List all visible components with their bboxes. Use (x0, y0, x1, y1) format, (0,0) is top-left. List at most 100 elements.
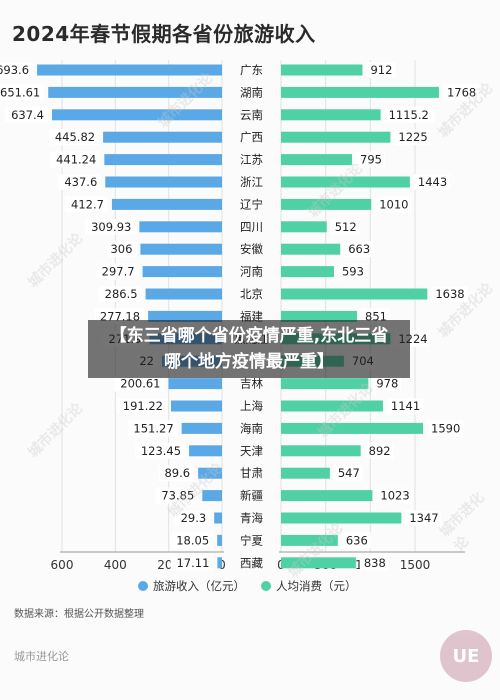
spend-data-label: 892 (369, 444, 391, 458)
revenue-data-label: 29.3 (181, 511, 207, 525)
spend-label-bg (359, 554, 389, 571)
data-source: 数据来源：根据公开数据整理 (14, 609, 144, 620)
revenue-data-label: 309.93 (91, 220, 131, 234)
revenue-label-bg (170, 532, 214, 549)
headline-banner[interactable]: 【东三省哪个省份疫情严重,东北三省 哪个地方疫情最严重】 (88, 320, 410, 378)
legend-swatch (261, 581, 271, 591)
spend-bar (281, 176, 410, 188)
province-label: 河南 (240, 265, 263, 279)
revenue-label-bg (0, 84, 45, 101)
revenue-label-bg (85, 218, 136, 235)
spend-data-label: 547 (338, 466, 360, 480)
spend-label-bg (413, 174, 450, 190)
legend-label: 旅游收入（亿元） (153, 579, 245, 593)
revenue-bar (202, 490, 222, 502)
spend-bar (281, 221, 327, 233)
spend-data-label: 838 (364, 556, 386, 570)
spend-label-bg (394, 129, 431, 146)
spend-bar (281, 422, 424, 434)
revenue-bar (171, 400, 222, 412)
revenue-label-bg (98, 286, 142, 302)
revenue-data-label: 151.27 (133, 421, 173, 435)
province-label: 云南 (240, 108, 263, 122)
spend-bar (281, 86, 439, 98)
spend-data-label: 1023 (380, 489, 409, 503)
revenue-label-bg (50, 151, 101, 168)
spend-label-bg (337, 263, 367, 280)
spend-label-bg (386, 398, 423, 414)
revenue-data-label: 441.24 (56, 153, 96, 167)
revenue-bar (48, 86, 222, 98)
revenue-label-bg (174, 510, 211, 526)
spend-data-label: 1638 (435, 287, 464, 301)
spend-label-bg (375, 196, 412, 213)
province-label: 浙江 (240, 175, 263, 189)
revenue-data-label: 17.11 (176, 556, 209, 570)
province-label: 青海 (240, 511, 263, 525)
revenue-label-bg (64, 196, 108, 213)
spend-bar (281, 154, 353, 166)
spend-bar (281, 467, 330, 479)
spend-data-label: 1347 (409, 511, 438, 525)
spend-label-bg (442, 84, 479, 101)
province-label: 广东 (240, 63, 263, 77)
spend-bar (281, 131, 391, 143)
spend-data-label: 1768 (447, 85, 476, 99)
revenue-bar (111, 198, 222, 210)
spend-data-label: 1225 (398, 130, 427, 144)
spend-label-bg (372, 375, 402, 392)
spend-bar (281, 198, 372, 210)
spend-bar (281, 266, 334, 278)
revenue-data-label: 306 (110, 242, 132, 256)
revenue-label-bg (135, 442, 186, 459)
revenue-bar (214, 512, 222, 524)
province-label: 北京 (240, 287, 263, 301)
revenue-label-bg (114, 375, 165, 392)
spend-data-label: 1590 (431, 421, 460, 435)
spend-data-label: 512 (335, 220, 357, 234)
revenue-label-bg (170, 554, 214, 571)
spend-bar (281, 534, 338, 546)
province-label: 新疆 (240, 489, 263, 503)
province-label: 福建 (240, 309, 263, 323)
province-label: 甘肃 (240, 466, 263, 480)
revenue-data-label: 637.4 (11, 108, 44, 122)
province-label: 天津 (240, 444, 263, 458)
revenue-bar (181, 422, 222, 434)
spend-data-label: 1443 (418, 175, 447, 189)
revenue-data-label: 693.6 (0, 63, 29, 77)
revenue-label-bg (117, 398, 168, 414)
revenue-bar (189, 445, 222, 457)
left-tick-label: 600 (51, 558, 74, 572)
revenue-bar (103, 131, 222, 143)
revenue-label-bg (58, 174, 102, 190)
spend-data-label: 851 (365, 309, 387, 323)
revenue-data-label: 297.7 (102, 265, 135, 279)
spend-data-label: 978 (376, 377, 398, 391)
spend-bar (281, 243, 341, 255)
legend-label: 人均消费（元） (276, 579, 357, 593)
butterfly-bar-chart: 6004002000050010001500693.6广东912651.61湖南… (0, 60, 479, 593)
spend-bar (281, 378, 369, 390)
spend-bar (281, 109, 381, 121)
spend-label-bg (384, 106, 435, 123)
spend-label-bg (333, 465, 363, 482)
right-tick-label: 1500 (400, 558, 431, 572)
spend-label-bg (431, 286, 468, 302)
revenue-bar (168, 378, 222, 390)
province-label: 宁夏 (240, 533, 263, 547)
spend-data-label: 1141 (391, 399, 420, 413)
revenue-data-label: 191.22 (123, 399, 163, 413)
revenue-label-bg (127, 420, 178, 437)
spend-label-bg (356, 151, 386, 168)
spend-label-bg (341, 532, 371, 549)
spend-label-bg (344, 241, 374, 258)
province-label: 江苏 (240, 153, 263, 167)
spend-data-label: 663 (348, 242, 370, 256)
revenue-label-bg (107, 241, 137, 258)
revenue-data-label: 123.45 (141, 444, 181, 458)
spend-bar (281, 400, 383, 412)
spend-data-label: 912 (370, 63, 392, 77)
revenue-label-bg (5, 106, 49, 123)
